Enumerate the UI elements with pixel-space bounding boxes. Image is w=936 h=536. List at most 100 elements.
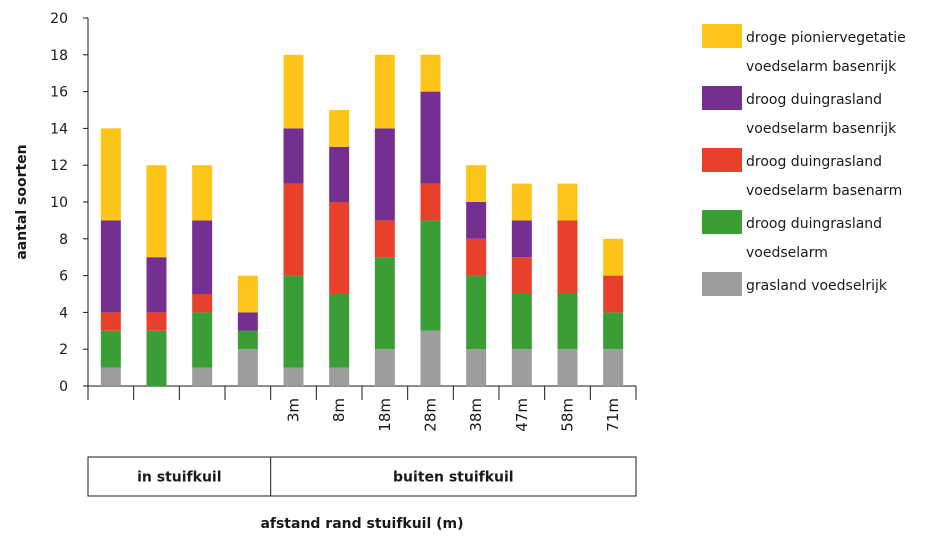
- bar-segment: [100, 220, 121, 313]
- y-tick-label: 12: [50, 158, 68, 174]
- legend-swatch: [702, 86, 742, 110]
- y-tick-label: 2: [59, 342, 68, 358]
- bar-segment: [237, 349, 258, 386]
- x-tick-label: 71m: [604, 398, 622, 432]
- bar-segment: [466, 202, 487, 239]
- bar-segment: [100, 330, 121, 368]
- y-axis: 0 2 4 6 8 10 12 14 16 18 20: [50, 11, 89, 395]
- bar-segment: [329, 146, 350, 202]
- bar-segment: [466, 275, 487, 350]
- x-tick-label: 18m: [376, 398, 394, 432]
- bar-segment: [420, 183, 441, 221]
- x-tick-label: 28m: [422, 398, 440, 432]
- bar-segment: [511, 349, 532, 386]
- bar-segment: [374, 220, 395, 258]
- y-tick-label: 18: [50, 48, 68, 64]
- bar-segment: [511, 183, 532, 221]
- bar-segment: [146, 257, 167, 313]
- bar-segment: [100, 312, 121, 331]
- y-tick-label: 20: [50, 11, 68, 27]
- bar-segment: [557, 294, 578, 350]
- bar-segment: [420, 220, 441, 331]
- legend-swatch: [702, 272, 742, 296]
- bar-segment: [283, 275, 304, 368]
- bar-segment: [374, 128, 395, 221]
- group-label: buiten stuifkuil: [393, 470, 514, 486]
- bar-segment: [329, 110, 350, 147]
- group-box: in stuifkuil buiten stuifkuil: [87, 456, 637, 497]
- x-tick-label: 38m: [467, 398, 485, 432]
- legend-label: voedselarm: [746, 245, 828, 261]
- legend-swatch: [702, 210, 742, 234]
- bars: [100, 54, 624, 386]
- bar-segment: [283, 128, 304, 184]
- legend-label: voedselarm basenrijk: [746, 59, 897, 75]
- bar-segment: [420, 54, 441, 92]
- bar-segment: [237, 275, 258, 313]
- bar-segment: [557, 349, 578, 386]
- bar-segment: [374, 257, 395, 350]
- x-tick-label: 3m: [285, 398, 303, 422]
- legend-label: grasland voedselrijk: [746, 278, 888, 294]
- bar-segment: [466, 349, 487, 386]
- legend-swatch: [702, 148, 742, 172]
- x-axis-label: afstand rand stuifkuil (m): [260, 516, 463, 532]
- y-tick-label: 16: [50, 85, 68, 101]
- bar-segment: [100, 367, 121, 386]
- bar-segment: [603, 312, 624, 350]
- legend-label: droog duingrasland: [746, 92, 882, 108]
- bar-segment: [146, 165, 167, 258]
- bar-segment: [237, 330, 258, 350]
- bar-segment: [192, 165, 213, 221]
- bar-segment: [329, 367, 350, 386]
- bar-segment: [192, 294, 213, 313]
- bar-segment: [557, 220, 578, 294]
- bar-segment: [466, 165, 487, 202]
- group-box-frame: [87, 456, 637, 497]
- legend-label: droog duingrasland: [746, 154, 882, 170]
- bar-segment: [511, 220, 532, 258]
- bar-segment: [603, 349, 624, 386]
- y-tick-label: 6: [59, 269, 68, 285]
- bar-segment: [557, 183, 578, 221]
- bar-segment: [329, 294, 350, 368]
- bar-segment: [420, 91, 441, 184]
- bar-segment: [146, 312, 167, 331]
- bar-segment: [283, 54, 304, 129]
- bar-segment: [374, 349, 395, 386]
- bar-segment: [237, 312, 258, 331]
- bar-segment: [100, 128, 121, 221]
- legend: droge pioniervegetatie voedselarm basenri…: [702, 24, 906, 296]
- bar-segment: [192, 220, 213, 294]
- legend-swatch: [702, 24, 742, 48]
- x-tick-label: 8m: [330, 398, 348, 422]
- bar-segment: [466, 238, 487, 276]
- y-axis-label: aantal soorten: [14, 144, 30, 259]
- bar-segment: [146, 330, 167, 386]
- x-axis: 3m 8m 18m 28m 38m 47m 58m 71m: [87, 385, 637, 432]
- legend-label: droge pioniervegetatie: [746, 30, 906, 46]
- bar-segment: [603, 275, 624, 313]
- x-tick-label: 47m: [513, 398, 531, 432]
- y-tick-label: 8: [59, 232, 68, 248]
- bar-segment: [192, 367, 213, 386]
- y-tick-label: 10: [50, 195, 68, 211]
- bar-segment: [511, 257, 532, 294]
- bar-segment: [283, 367, 304, 386]
- x-tick-label: 58m: [559, 398, 577, 432]
- bar-segment: [192, 312, 213, 368]
- legend-label: droog duingrasland: [746, 216, 882, 232]
- bar-segment: [603, 238, 624, 276]
- bar-segment: [374, 54, 395, 129]
- bar-segment: [329, 202, 350, 294]
- y-tick-label: 0: [59, 379, 68, 395]
- legend-label: voedselarm basenrijk: [746, 121, 897, 137]
- group-label: in stuifkuil: [137, 470, 221, 486]
- y-tick-label: 4: [59, 305, 68, 321]
- y-tick-label: 14: [50, 121, 68, 137]
- bar-segment: [283, 183, 304, 276]
- legend-label: voedselarm basenarm: [746, 183, 902, 199]
- bar-segment: [511, 294, 532, 350]
- bar-segment: [420, 330, 441, 386]
